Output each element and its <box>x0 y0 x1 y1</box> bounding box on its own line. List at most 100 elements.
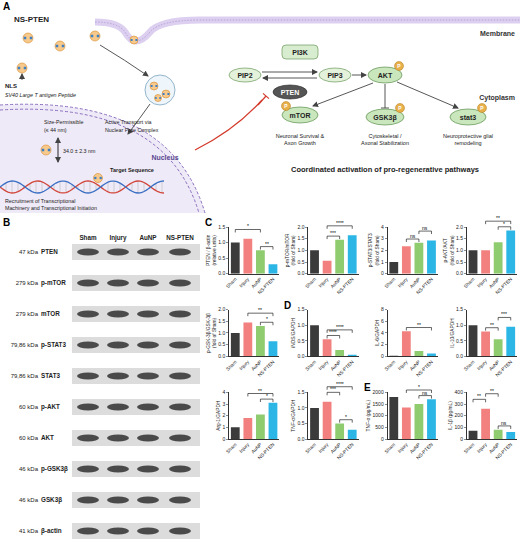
svg-text:Machinery and Transcriptional: Machinery and Transcriptional Initiation <box>5 205 97 211</box>
svg-text:AuNP: AuNP <box>409 359 421 371</box>
svg-text:79,86 kDa: 79,86 kDa <box>11 342 39 348</box>
svg-text:Injury: Injury <box>476 359 488 371</box>
svg-text:Sham: Sham <box>79 234 97 241</box>
svg-text:Cytoskeletal /: Cytoskeletal / <box>368 133 401 139</box>
svg-text:279 kDa: 279 kDa <box>16 311 39 317</box>
svg-text:ns: ns <box>422 225 428 231</box>
svg-text:47 kDa: 47 kDa <box>19 249 39 255</box>
svg-text:remodeling: remodeling <box>454 140 481 146</box>
svg-text:0.5: 0.5 <box>297 259 304 265</box>
svg-text:1.5: 1.5 <box>297 389 304 395</box>
svg-text:2: 2 <box>222 412 225 418</box>
svg-text:Injury: Injury <box>397 442 409 454</box>
svg-text:1.0: 1.0 <box>456 247 463 253</box>
svg-text:0.5: 0.5 <box>218 341 225 347</box>
svg-text:79,86 kDa: 79,86 kDa <box>11 373 39 379</box>
svg-text:*: * <box>503 221 505 227</box>
svg-text:****: **** <box>336 220 344 226</box>
svg-text:Sham: Sham <box>225 277 237 289</box>
svg-text:Recruitment of Transcriptional: Recruitment of Transcriptional <box>5 198 75 204</box>
svg-text:NS-PTEN: NS-PTEN <box>336 276 355 295</box>
svg-text:AKT: AKT <box>378 72 393 79</box>
svg-text:4: 4 <box>381 224 384 230</box>
svg-text:AuNP: AuNP <box>330 277 342 289</box>
svg-text:Membrane: Membrane <box>480 30 515 37</box>
svg-text:TNF-α (pg/mL): TNF-α (pg/mL) <box>366 399 371 431</box>
svg-text:2: 2 <box>381 247 384 253</box>
svg-text:NLS: NLS <box>5 83 17 89</box>
svg-text:34.0 ± 2.3 nm: 34.0 ± 2.3 nm <box>63 148 96 154</box>
svg-text:1000: 1000 <box>373 412 384 418</box>
svg-text:Injury: Injury <box>109 234 127 242</box>
svg-text:E: E <box>364 382 371 393</box>
svg-text:0.5: 0.5 <box>297 338 304 344</box>
svg-text:iNOS/GAPDH: iNOS/GAPDH <box>291 318 296 348</box>
svg-text:0.0: 0.0 <box>456 270 463 276</box>
svg-text:0: 0 <box>460 436 463 442</box>
svg-text:1.0: 1.0 <box>218 239 225 245</box>
svg-text:P: P <box>284 103 288 109</box>
svg-text:2.0: 2.0 <box>297 224 304 230</box>
svg-text:STAT3: STAT3 <box>41 372 61 379</box>
svg-text:Axon Growth: Axon Growth <box>284 140 316 146</box>
svg-text:Target Sequence: Target Sequence <box>110 167 154 173</box>
svg-text:1.0: 1.0 <box>297 405 304 411</box>
svg-text:Coordinated activation of pro-: Coordinated activation of pro-regenerati… <box>291 165 479 174</box>
svg-text:0.5: 0.5 <box>456 259 463 265</box>
svg-text:ns: ns <box>410 233 416 239</box>
svg-text:0.5: 0.5 <box>297 420 304 426</box>
svg-text:P: P <box>397 63 401 69</box>
svg-text:AKT: AKT <box>41 434 54 441</box>
svg-text:P: P <box>398 105 402 111</box>
svg-text:0.0: 0.0 <box>456 353 463 359</box>
svg-text:Injury: Injury <box>318 359 330 371</box>
svg-text:Injury: Injury <box>318 276 330 288</box>
svg-text:C: C <box>205 217 212 228</box>
svg-text:p-GSK-3β/GSK-3β(fold of Sham): p-GSK-3β/GSK-3β(fold of Sham) <box>206 313 217 353</box>
svg-text:stat3: stat3 <box>460 114 476 121</box>
svg-text:6: 6 <box>381 318 384 324</box>
svg-text:46 kDa: 46 kDa <box>19 466 39 472</box>
svg-text:NS-PTEN: NS-PTEN <box>495 442 514 461</box>
svg-text:300: 300 <box>455 401 464 407</box>
svg-text:41 kDa: 41 kDa <box>19 528 39 534</box>
svg-text:PIP2: PIP2 <box>237 72 252 79</box>
svg-text:Injury: Injury <box>397 276 409 288</box>
svg-text:0: 0 <box>381 436 384 442</box>
svg-text:1: 1 <box>222 424 225 430</box>
svg-text:Sham: Sham <box>384 359 396 371</box>
svg-text:Sham: Sham <box>463 442 475 454</box>
svg-text:1.0: 1.0 <box>297 247 304 253</box>
svg-text:0: 0 <box>222 436 225 442</box>
svg-text:0: 0 <box>381 270 384 276</box>
svg-text:0.0: 0.0 <box>297 436 304 442</box>
svg-text:Sham: Sham <box>384 442 396 454</box>
svg-text:8: 8 <box>381 306 384 312</box>
svg-text:0.0: 0.0 <box>218 353 225 359</box>
svg-text:100: 100 <box>455 424 464 430</box>
svg-text:PIP3: PIP3 <box>327 72 342 79</box>
svg-text:*: * <box>418 384 420 390</box>
svg-text:GSK3β: GSK3β <box>373 114 397 122</box>
svg-text:1.5: 1.5 <box>456 306 463 312</box>
svg-text:Injury: Injury <box>238 442 250 454</box>
svg-text:Injury: Injury <box>397 359 409 371</box>
svg-text:**: ** <box>477 393 481 399</box>
svg-text:TNF-α/GAPDH: TNF-α/GAPDH <box>291 399 296 432</box>
svg-text:1.5: 1.5 <box>218 224 225 230</box>
svg-text:Size-Permissible: Size-Permissible <box>44 119 83 125</box>
svg-text:**: ** <box>417 322 421 328</box>
svg-text:p-mTOR: p-mTOR <box>41 279 66 287</box>
svg-text:AuNP: AuNP <box>330 442 342 454</box>
svg-text:Active Transport via: Active Transport via <box>105 119 152 125</box>
svg-text:*: * <box>345 414 347 420</box>
svg-text:IL-10/GAPDH: IL-10/GAPDH <box>450 318 455 348</box>
svg-text:1500: 1500 <box>373 401 384 407</box>
svg-text:1.0: 1.0 <box>218 330 225 336</box>
svg-text:p-mTOR/mTOR(fold of Sham): p-mTOR/mTOR(fold of Sham) <box>285 233 296 267</box>
svg-text:**: ** <box>490 322 494 328</box>
svg-text:PTEN / β-actin(relative units): PTEN / β-actin(relative units) <box>206 234 217 266</box>
svg-text:3: 3 <box>222 401 225 407</box>
svg-text:p-AKT: p-AKT <box>41 403 60 411</box>
svg-text:60 kDa: 60 kDa <box>19 404 39 410</box>
